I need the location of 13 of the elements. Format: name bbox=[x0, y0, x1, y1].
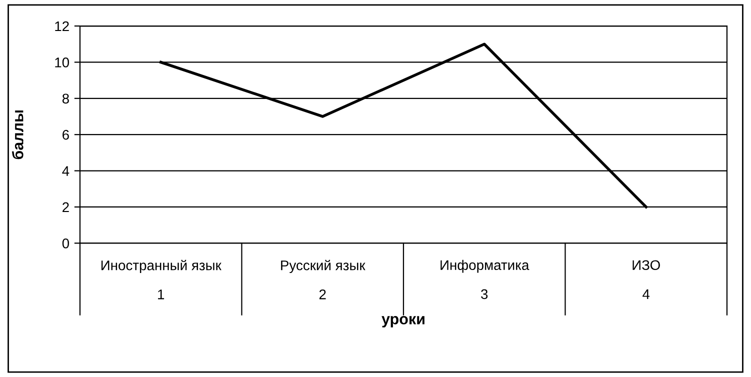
y-tick-label: 0 bbox=[62, 238, 70, 248]
x-tick-label: Иностранный язык 1 bbox=[101, 260, 222, 300]
y-tick-label: 12 bbox=[55, 21, 69, 32]
y-tick-label: 2 bbox=[62, 202, 69, 212]
y-tick-label: 10 bbox=[55, 58, 70, 68]
y-tick-label: 4 bbox=[62, 166, 70, 176]
x-axis-title: уроки bbox=[382, 316, 424, 328]
category-label: ИЗО 4 bbox=[632, 260, 660, 299]
x-tick-label: Информатика 3 bbox=[440, 260, 530, 300]
x-tick-label: Русский язык 2 bbox=[281, 260, 366, 300]
y-axis-title: баллы bbox=[12, 110, 24, 160]
y-tick-label: 6 bbox=[62, 130, 69, 140]
y-tick-label: 8 bbox=[62, 94, 69, 104]
